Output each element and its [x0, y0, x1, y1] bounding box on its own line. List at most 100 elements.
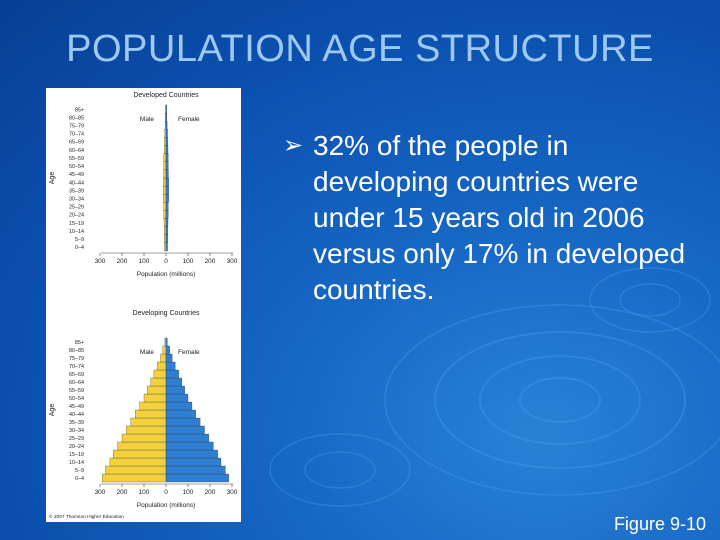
female-bar [165, 242, 168, 252]
age-tick-label: 60–64 [69, 148, 84, 154]
male-bar [130, 417, 167, 427]
female-bar [165, 161, 169, 171]
age-tick-label: 20–24 [69, 444, 84, 450]
age-tick-label: 15–19 [69, 452, 84, 458]
male-bar [113, 449, 167, 459]
age-tick-label: 45–49 [69, 404, 84, 410]
age-tick-label: 20–24 [69, 213, 84, 219]
female-bar [165, 417, 201, 427]
age-tick-label: 30–34 [69, 196, 84, 202]
y-axis-label: Age [49, 172, 56, 185]
age-tick-label: 70–74 [69, 132, 84, 138]
male-bar [117, 441, 167, 451]
female-bar [165, 449, 218, 459]
male-bar [139, 401, 167, 411]
age-tick-label: 75–79 [69, 356, 84, 362]
age-tick-label: 85+ [75, 107, 84, 113]
female-bar [165, 377, 182, 387]
female-bar [165, 202, 169, 211]
age-tick-label: 45–49 [69, 172, 84, 178]
male-bar [164, 226, 167, 235]
age-tick-label: 50–54 [69, 396, 84, 402]
female-bar [165, 473, 229, 483]
female-bar [165, 218, 169, 227]
age-tick-label: 65–69 [69, 372, 84, 378]
age-tick-label: 10–14 [69, 229, 84, 235]
male-bar [164, 145, 167, 154]
female-bar [165, 129, 168, 138]
age-tick-label: 55–59 [69, 156, 84, 162]
female-bar [165, 433, 210, 443]
age-tick-label: 60–64 [69, 380, 84, 386]
legend-male: Male [140, 349, 154, 356]
x-tick-label: 200 [117, 489, 128, 496]
male-bar [163, 210, 167, 219]
age-tick-label: 25–29 [69, 205, 84, 211]
female-bar [165, 194, 169, 203]
male-bar [135, 409, 167, 419]
female-bar [165, 112, 168, 122]
female-bar [165, 337, 168, 347]
age-tick-label: 35–39 [69, 188, 84, 194]
female-bar [165, 153, 169, 162]
x-tick-label: 100 [183, 258, 194, 265]
age-tick-label: 5–9 [75, 237, 84, 243]
y-axis-label: Age [49, 404, 56, 417]
female-bar [165, 177, 169, 187]
age-tick-label: 30–34 [69, 428, 84, 434]
male-bar [163, 185, 167, 195]
male-bar [163, 194, 167, 203]
figure-caption: Figure 9-10 [613, 514, 706, 534]
x-tick-label: 0 [164, 489, 168, 496]
legend-male: Male [140, 116, 154, 123]
male-bar [102, 473, 167, 483]
x-tick-label: 100 [139, 489, 150, 496]
x-axis-label: Population (millions) [137, 271, 196, 278]
female-bar [165, 361, 176, 371]
age-tick-label: 80–85 [69, 115, 84, 121]
age-tick-label: 50–54 [69, 164, 84, 170]
male-bar [164, 337, 167, 347]
copyright-text: © 2007 Thomson Higher Education [49, 513, 124, 520]
female-bar [165, 441, 214, 451]
male-bar [163, 169, 167, 179]
x-tick-label: 300 [95, 258, 106, 265]
female-bar [165, 185, 169, 195]
x-tick-label: 200 [205, 489, 216, 496]
male-bar [109, 457, 167, 467]
x-tick-label: 200 [117, 258, 128, 265]
female-bar [165, 210, 169, 219]
population-pyramid-figure: Developed Countries Age 0–4 5–9 10–14 15–19 20… [46, 88, 241, 522]
male-bar [121, 433, 167, 443]
female-bar [165, 169, 169, 179]
slide-title: POPULATION AGE STRUCTURE [66, 28, 654, 70]
x-tick-label: 0 [164, 258, 168, 265]
male-bar [143, 393, 167, 403]
age-tick-label: 85+ [75, 340, 84, 346]
male-bar [157, 361, 167, 371]
age-tick-label: 0–4 [75, 476, 84, 482]
chart-title: Developing Countries [133, 310, 200, 317]
age-tick-label: 70–74 [69, 364, 84, 370]
female-bar [165, 465, 226, 475]
female-bar [165, 234, 168, 244]
male-bar [163, 177, 167, 187]
male-bar [162, 345, 167, 355]
female-bar [165, 137, 168, 146]
male-bar [164, 129, 167, 138]
male-bar [164, 234, 167, 244]
female-bar [165, 121, 168, 130]
bullet-text: 32% of the people in developing countrie… [313, 130, 686, 305]
female-bar [165, 353, 173, 363]
male-bar [160, 353, 167, 363]
male-bar [163, 153, 167, 162]
x-tick-label: 300 [227, 489, 238, 496]
female-bar [165, 457, 222, 467]
female-bar [165, 104, 167, 114]
x-axis-label: Population (millions) [137, 502, 196, 509]
legend-female: Female [178, 116, 200, 123]
female-bar [165, 425, 205, 435]
male-bar [150, 377, 167, 387]
male-bar [164, 242, 167, 252]
